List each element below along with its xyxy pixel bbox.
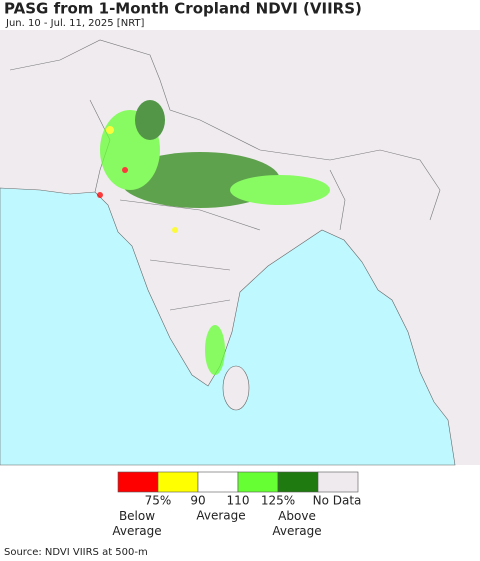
legend-swatch: [237, 471, 279, 493]
ocean: [0, 187, 456, 466]
crop-condition: [97, 100, 330, 375]
legend-swatch: [117, 471, 159, 493]
legend-tick: 75%: [145, 494, 172, 508]
legend-group: Above Average: [272, 509, 321, 538]
legend-tick: 90: [190, 494, 205, 508]
legend-swatch: [157, 471, 199, 493]
source: Source: NDVI VIIRS at 500-m: [4, 547, 148, 558]
legend: 75% 90 110 125% No Data Below Average Average Ab…: [112, 471, 362, 538]
legend-group: Below Average: [112, 509, 161, 538]
legend-swatch: [277, 471, 319, 493]
legend-swatch: [317, 471, 359, 493]
sri-lanka: [222, 365, 250, 411]
title: PASG from 1-Month Cropland NDVI (VIIRS): [4, 0, 362, 18]
legend-tick: No Data: [313, 494, 362, 508]
borders: [9, 39, 441, 311]
map: [0, 30, 480, 466]
legend-tick: 110: [227, 494, 250, 508]
legend-swatch: [197, 471, 239, 493]
legend-group: Average: [196, 509, 245, 523]
subtitle: Jun. 10 - Jul. 11, 2025 [NRT]: [5, 18, 145, 29]
legend-tick: 125%: [261, 494, 295, 508]
